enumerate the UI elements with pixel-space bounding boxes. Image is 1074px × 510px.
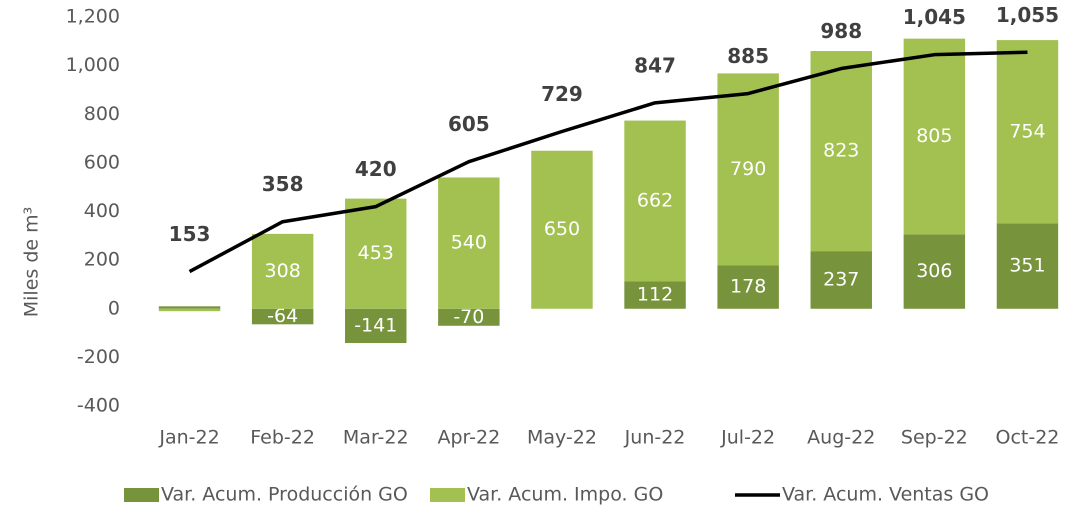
data-label: 729: [541, 82, 583, 106]
data-label: 153: [169, 222, 211, 246]
y-tick-label: 400: [84, 200, 120, 222]
bar: [624, 120, 686, 282]
y-tick-label: 200: [84, 249, 120, 271]
bar: [810, 251, 872, 309]
x-tick-label: Oct-22: [996, 427, 1060, 449]
data-label: 1,055: [996, 3, 1059, 27]
data-label: 358: [262, 172, 304, 196]
bar: [810, 51, 872, 252]
x-tick-label: Apr-22: [438, 427, 501, 449]
x-tick-label: Feb-22: [250, 427, 315, 449]
bar: [717, 73, 779, 266]
data-label: 847: [634, 53, 676, 77]
legend-swatch: [124, 488, 159, 502]
data-label: 605: [448, 112, 490, 136]
x-tick-label: Mar-22: [343, 427, 409, 449]
bar: [251, 308, 314, 325]
data-label: 988: [820, 19, 862, 43]
bar: [438, 308, 500, 326]
legend-label: Var. Acum. Impo. GO: [467, 484, 663, 506]
bar: [903, 38, 966, 235]
legend-label: Var. Acum. Ventas GO: [782, 484, 989, 506]
x-tick-label: Aug-22: [807, 427, 875, 449]
y-axis-label: Miles de m³: [21, 207, 43, 318]
data-label: 420: [355, 157, 397, 181]
data-label: 823: [823, 140, 859, 162]
bar: [903, 234, 966, 309]
legend-swatch: [430, 488, 465, 502]
bar: [996, 40, 1059, 224]
x-tick-label: Jan-22: [158, 427, 219, 449]
data-label: 805: [916, 125, 952, 147]
y-tick-label: 800: [84, 103, 120, 125]
data-label: 178: [730, 276, 766, 298]
y-tick-label: 1,000: [66, 54, 120, 76]
bar: [996, 223, 1059, 309]
bar: [158, 308, 221, 312]
data-label: 885: [727, 44, 769, 68]
data-label: 540: [451, 232, 487, 254]
data-label: 237: [823, 268, 859, 290]
y-tick-label: 600: [84, 151, 120, 173]
data-label: -141: [354, 314, 397, 336]
data-label: 453: [358, 242, 394, 264]
bar: [251, 233, 314, 309]
x-tick-label: Sep-22: [901, 427, 968, 449]
y-tick-label: -400: [77, 395, 120, 417]
y-tick-label: 0: [108, 297, 120, 319]
data-label: 112: [637, 284, 673, 306]
data-label: 754: [1009, 120, 1045, 142]
data-label: 662: [637, 190, 673, 212]
line: [188, 50, 1028, 274]
bar: [345, 198, 407, 309]
y-tick-label: 1,200: [66, 6, 120, 28]
data-label: 650: [544, 218, 580, 240]
bar: [624, 281, 686, 309]
bar: [345, 308, 407, 344]
data-label: 308: [265, 260, 301, 282]
data-label: -70: [453, 306, 484, 328]
legend-label: Var. Acum. Producción GO: [161, 484, 408, 506]
bar: [158, 306, 221, 309]
bar: [531, 150, 593, 309]
data-label: 1,045: [903, 5, 966, 29]
data-label: 351: [1009, 255, 1045, 277]
data-label: -64: [267, 305, 298, 327]
x-tick-label: Jun-22: [624, 427, 686, 449]
y-tick-label: -200: [77, 346, 120, 368]
data-label: 790: [730, 158, 766, 180]
data-label: 306: [916, 260, 952, 282]
x-tick-label: Jul-22: [720, 427, 775, 449]
x-tick-label: May-22: [527, 427, 597, 449]
bar: [717, 265, 779, 309]
bar: [438, 177, 500, 309]
